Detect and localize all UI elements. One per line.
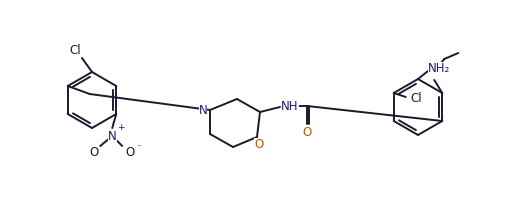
Text: ⁻: ⁻ [137, 144, 141, 152]
Text: Cl: Cl [410, 92, 421, 106]
Text: O: O [90, 145, 99, 159]
Text: Cl: Cl [69, 43, 81, 57]
Text: O: O [254, 138, 264, 152]
Text: O: O [302, 126, 312, 138]
Text: N: N [108, 130, 117, 142]
Text: O: O [126, 145, 135, 159]
Text: +: + [117, 123, 125, 132]
Text: NH₂: NH₂ [428, 63, 450, 75]
Text: N: N [199, 103, 207, 117]
Text: O: O [430, 66, 439, 78]
Text: NH: NH [281, 99, 299, 113]
